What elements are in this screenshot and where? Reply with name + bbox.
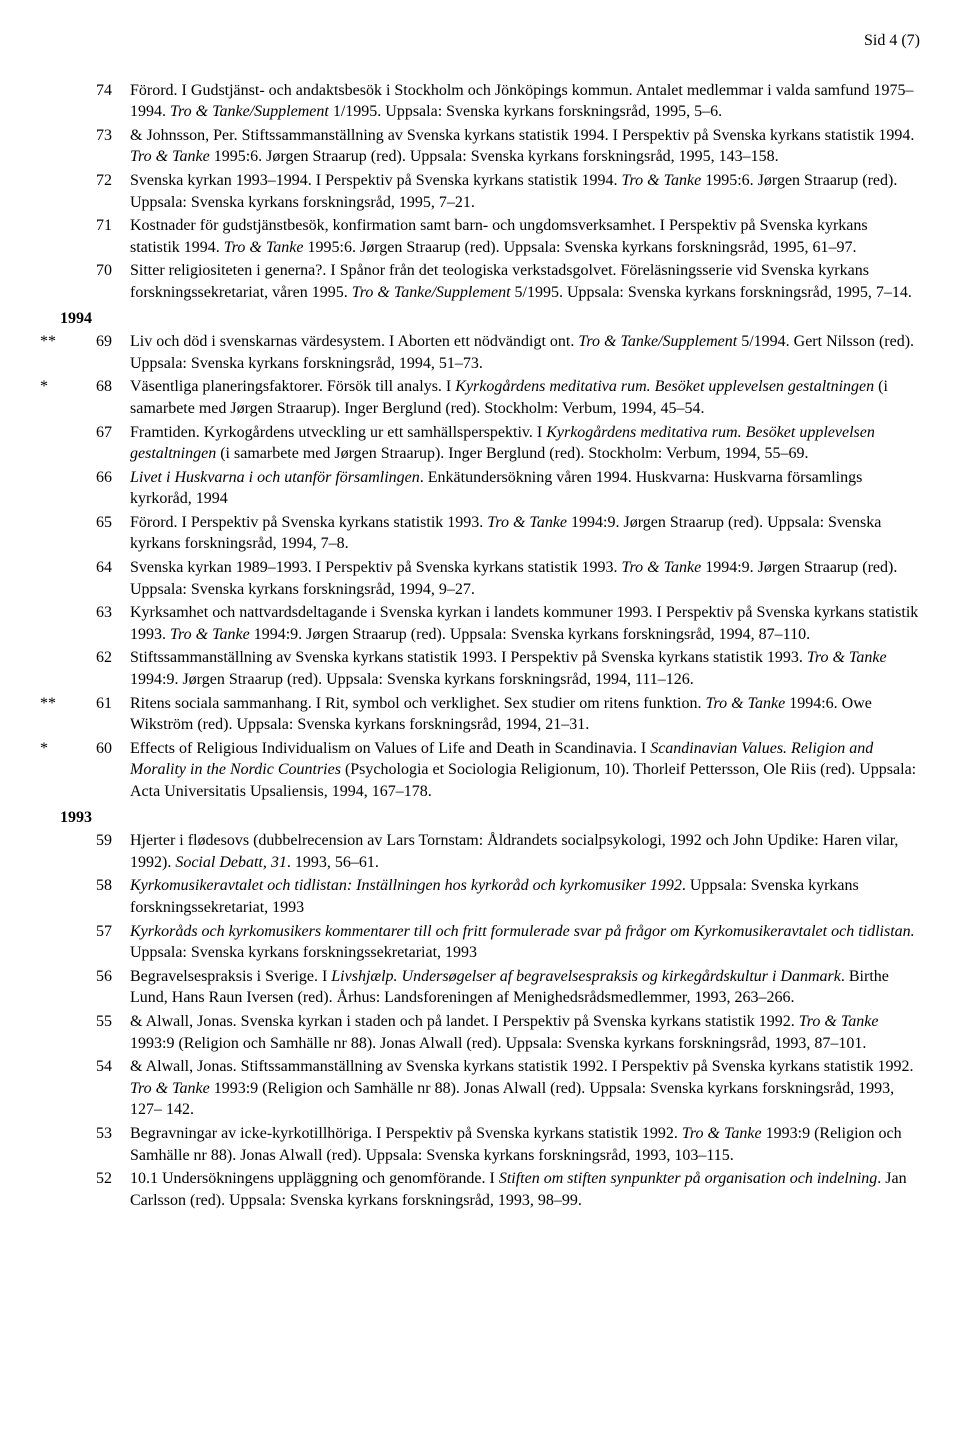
entry-number: 69 xyxy=(68,331,130,353)
entry-text: Livet i Huskvarna i och utanför församli… xyxy=(130,467,920,510)
entry-text: Kyrksamhet och nattvardsdeltagande i Sve… xyxy=(130,602,920,645)
entry-number: 60 xyxy=(68,738,130,760)
entry-text: Förord. I Perspektiv på Svenska kyrkans … xyxy=(130,512,920,555)
entry-number: 66 xyxy=(68,467,130,489)
bibliography-entry: 54 & Alwall, Jonas. Stiftssammanställnin… xyxy=(40,1056,920,1121)
bibliography-entry: 73 & Johnsson, Per. Stiftssammanställnin… xyxy=(40,125,920,168)
entry-number: 68 xyxy=(68,376,130,398)
bibliography-entry: 67 Framtiden. Kyrkogårdens utveckling ur… xyxy=(40,422,920,465)
entry-number: 59 xyxy=(68,830,130,852)
bibliography-entry: * 68 Väsentliga planeringsfaktorer. Förs… xyxy=(40,376,920,419)
entry-number: 71 xyxy=(68,215,130,237)
bibliography-entry: ** 69 Liv och död i svenskarnas värdesys… xyxy=(40,331,920,374)
entry-number: 52 xyxy=(68,1168,130,1190)
year-heading: 1993 xyxy=(40,807,920,829)
entry-number: 57 xyxy=(68,921,130,943)
entry-number: 63 xyxy=(68,602,130,624)
entry-text: Liv och död i svenskarnas värdesystem. I… xyxy=(130,331,920,374)
bibliography-entry: ** 61 Ritens sociala sammanhang. I Rit, … xyxy=(40,693,920,736)
entry-number: 74 xyxy=(68,80,130,102)
entry-marker: ** xyxy=(40,331,68,353)
bibliography-entry: 65 Förord. I Perspektiv på Svenska kyrka… xyxy=(40,512,920,555)
entry-text: & Alwall, Jonas. Stiftssammanställning a… xyxy=(130,1056,920,1121)
entry-text: Svenska kyrkan 1993–1994. I Perspektiv p… xyxy=(130,170,920,213)
entry-number: 65 xyxy=(68,512,130,534)
bibliography-entry: 64 Svenska kyrkan 1989–1993. I Perspekti… xyxy=(40,557,920,600)
year-label: 1994 xyxy=(60,308,92,330)
page-header: Sid 4 (7) xyxy=(40,30,920,52)
entry-number: 64 xyxy=(68,557,130,579)
entry-text: Väsentliga planeringsfaktorer. Försök ti… xyxy=(130,376,920,419)
entry-marker: ** xyxy=(40,693,68,715)
entry-text: & Johnsson, Per. Stiftssammanställning a… xyxy=(130,125,920,168)
bibliography-entry: 62 Stiftssammanställning av Svenska kyrk… xyxy=(40,647,920,690)
entry-number: 53 xyxy=(68,1123,130,1145)
bibliography-entry: 70 Sitter religiositeten i generna?. I S… xyxy=(40,260,920,303)
entry-text: Stiftssammanställning av Svenska kyrkans… xyxy=(130,647,920,690)
bibliography-entry: 53 Begravningar av icke-kyrkotillhöriga.… xyxy=(40,1123,920,1166)
entry-text: Ritens sociala sammanhang. I Rit, symbol… xyxy=(130,693,920,736)
entry-text: Sitter religiositeten i generna?. I Spån… xyxy=(130,260,920,303)
entry-marker: * xyxy=(40,376,68,398)
entry-text: Effects of Religious Individualism on Va… xyxy=(130,738,920,803)
entry-text: Svenska kyrkan 1989–1993. I Perspektiv p… xyxy=(130,557,920,600)
entry-text: Hjerter i flødesovs (dubbelrecension av … xyxy=(130,830,920,873)
bibliography-entry: 63 Kyrksamhet och nattvardsdeltagande i … xyxy=(40,602,920,645)
entry-number: 56 xyxy=(68,966,130,988)
entry-number: 55 xyxy=(68,1011,130,1033)
year-heading: 1994 xyxy=(40,308,920,330)
entry-text: Kyrkoråds och kyrkomusikers kommentarer … xyxy=(130,921,920,964)
entry-number: 67 xyxy=(68,422,130,444)
entry-number: 62 xyxy=(68,647,130,669)
year-label: 1993 xyxy=(60,807,92,829)
entry-text: Framtiden. Kyrkogårdens utveckling ur et… xyxy=(130,422,920,465)
entry-text: Förord. I Gudstjänst- och andaktsbesök i… xyxy=(130,80,920,123)
bibliography-entry: 56 Begravelsespraksis i Sverige. I Livsh… xyxy=(40,966,920,1009)
bibliography-entry: 52 10.1 Undersökningens uppläggning och … xyxy=(40,1168,920,1211)
bibliography-entry: 58 Kyrkomusikeravtalet och tidlistan: In… xyxy=(40,875,920,918)
entry-text: 10.1 Undersökningens uppläggning och gen… xyxy=(130,1168,920,1211)
entry-number: 72 xyxy=(68,170,130,192)
entry-number: 70 xyxy=(68,260,130,282)
bibliography-entry: 72 Svenska kyrkan 1993–1994. I Perspekti… xyxy=(40,170,920,213)
entry-text: Begravelsespraksis i Sverige. I Livshjæl… xyxy=(130,966,920,1009)
bibliography-entry: 66 Livet i Huskvarna i och utanför försa… xyxy=(40,467,920,510)
entry-text: Kyrkomusikeravtalet och tidlistan: Instä… xyxy=(130,875,920,918)
bibliography-entry: 57 Kyrkoråds och kyrkomusikers kommentar… xyxy=(40,921,920,964)
entry-text: Kostnader för gudstjänstbesök, konfirmat… xyxy=(130,215,920,258)
bibliography-entry: * 60 Effects of Religious Individualism … xyxy=(40,738,920,803)
bibliography-entry: 59 Hjerter i flødesovs (dubbelrecension … xyxy=(40,830,920,873)
entry-marker: * xyxy=(40,738,68,760)
entry-text: Begravningar av icke-kyrkotillhöriga. I … xyxy=(130,1123,920,1166)
entry-number: 58 xyxy=(68,875,130,897)
entry-text: & Alwall, Jonas. Svenska kyrkan i staden… xyxy=(130,1011,920,1054)
entry-number: 73 xyxy=(68,125,130,147)
bibliography-entry: 74 Förord. I Gudstjänst- och andaktsbesö… xyxy=(40,80,920,123)
bibliography-entry: 71 Kostnader för gudstjänstbesök, konfir… xyxy=(40,215,920,258)
entry-number: 54 xyxy=(68,1056,130,1078)
entry-number: 61 xyxy=(68,693,130,715)
bibliography-entry: 55 & Alwall, Jonas. Svenska kyrkan i sta… xyxy=(40,1011,920,1054)
